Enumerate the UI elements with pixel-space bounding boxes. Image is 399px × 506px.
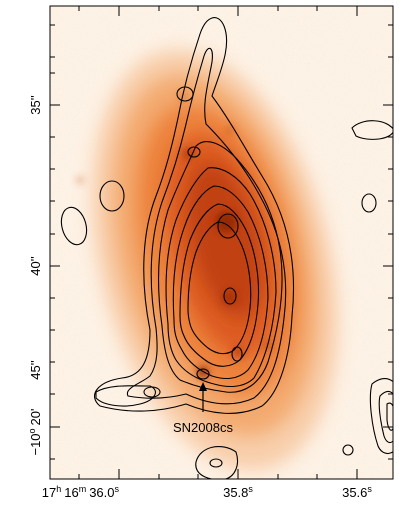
sn-label: SN2008cs	[173, 420, 233, 435]
radio-contours	[60, 17, 393, 479]
axis-ticks	[50, 6, 393, 479]
x-tick-35-8: 35.8s	[223, 484, 253, 500]
y-tick-dec-prefix: −10o20'	[27, 408, 43, 455]
x-tick-36: 17h 16m 36.0s	[42, 484, 120, 500]
y-tick-35: 35''	[28, 95, 43, 114]
x-tick-35-6: 35.6s	[342, 484, 372, 500]
y-axis-labels: 35'' 40'' 45'' −10o20'	[27, 95, 43, 455]
sn-annotation: SN2008cs	[173, 382, 233, 435]
x-axis-labels: 17h 16m 36.0s 35.8s 35.6s	[42, 484, 373, 500]
plot-frame	[49, 5, 394, 480]
y-tick-40: 40''	[28, 256, 43, 275]
sn-arrow-head	[199, 382, 207, 391]
y-tick-45: 45''	[28, 360, 43, 379]
